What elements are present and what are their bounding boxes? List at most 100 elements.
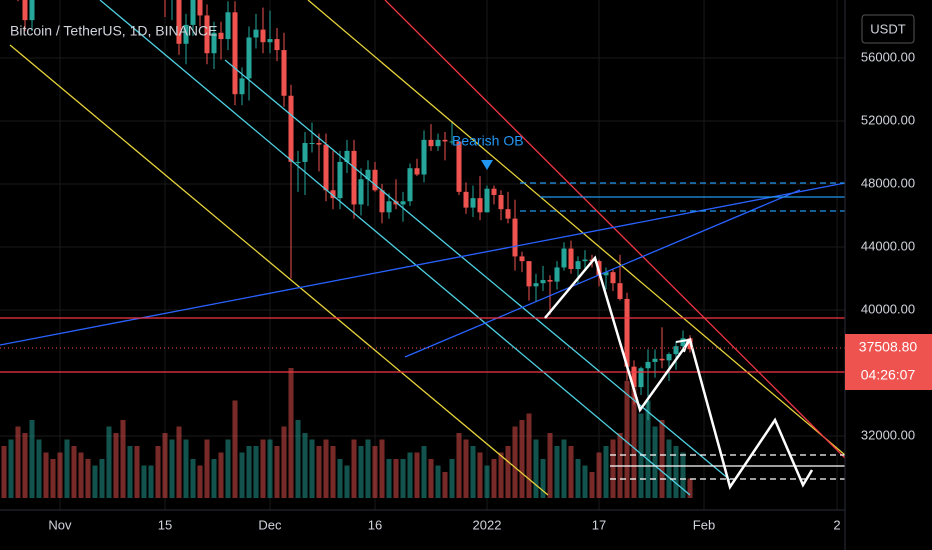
candle-body [645, 361, 651, 369]
candle-body [680, 338, 686, 347]
volume-bar [540, 459, 546, 498]
projection-path [544, 255, 814, 490]
candle-body [204, 15, 210, 54]
candle-body [547, 280, 553, 282]
volume-bar [596, 452, 602, 498]
volume-bar [22, 433, 28, 498]
volume-bar [323, 439, 329, 498]
candle-body [561, 248, 567, 268]
chart-title: Bitcoin / TetherUS, 1D, BINANCE [10, 23, 217, 39]
candle-body [365, 169, 371, 180]
volume-bar [442, 472, 448, 498]
volume-bar [533, 439, 539, 498]
channel-line [99, 0, 691, 496]
candle-body [330, 190, 336, 199]
candle-body [498, 194, 504, 210]
x-tick-label: 16 [368, 517, 382, 532]
currency-box[interactable] [861, 14, 915, 44]
volume-bar [120, 420, 126, 498]
candle-body [484, 188, 490, 213]
currency-label[interactable]: USDT [870, 21, 905, 36]
volume-bar [148, 465, 154, 498]
volume-bar [225, 439, 231, 498]
volume-bar [582, 465, 588, 498]
candle-body [211, 32, 217, 54]
volume-bar [477, 452, 483, 498]
candle-body [386, 201, 392, 213]
volume-bar [141, 465, 147, 498]
candle-body [421, 139, 427, 175]
volume-bar [288, 368, 294, 498]
volume-bar [512, 426, 518, 498]
volume-bar [106, 426, 112, 498]
volume-bar [267, 439, 273, 498]
candle-body [183, 24, 189, 44]
trend-line [404, 189, 801, 358]
volume-bar [113, 433, 119, 498]
y-tick-label: 44000.00 [861, 238, 915, 253]
volume-bar [176, 426, 182, 498]
x-tick-label: 17 [592, 517, 606, 532]
volume-bar [183, 439, 189, 498]
volume-bar [99, 459, 105, 498]
volume-bar [15, 426, 21, 498]
volume-bar [687, 478, 693, 498]
x-tick-label: Dec [258, 517, 282, 532]
volume-bar [638, 413, 644, 498]
volume-bar [134, 446, 140, 498]
candle-body [323, 144, 329, 191]
candle-body [554, 267, 560, 282]
candle-body [274, 39, 280, 51]
candle-body [505, 209, 511, 219]
volume-bar [64, 439, 70, 498]
candle-body [449, 141, 455, 143]
volume-bar [211, 459, 217, 498]
candle-body [407, 168, 413, 202]
volume-bar [36, 439, 42, 498]
channel-line [9, 44, 549, 496]
volume-bar [281, 426, 287, 498]
volume-bar [358, 446, 364, 498]
candle-body [673, 346, 679, 355]
volume-bar [491, 459, 497, 498]
arrow-marker [481, 160, 493, 170]
candle-body [631, 366, 637, 388]
volume-bar [470, 446, 476, 498]
volume-bar [463, 439, 469, 498]
candle-body [344, 150, 350, 162]
volume-bar [484, 465, 490, 498]
volume-bar [505, 446, 511, 498]
volume-bar [316, 446, 322, 498]
volume-bar [561, 439, 567, 498]
arrow-head [675, 338, 690, 353]
candle-body [442, 139, 448, 142]
candle-body [568, 248, 574, 270]
candle-body [582, 259, 588, 262]
candle-body [295, 161, 301, 163]
volume-bar [351, 439, 357, 498]
volume-bar [295, 420, 301, 498]
candle-body [435, 139, 441, 147]
y-tick-label: 32000.00 [861, 427, 915, 442]
drawings [0, 0, 845, 496]
candle-body [302, 143, 308, 162]
volume-bar [169, 439, 175, 498]
candle-body [281, 50, 287, 96]
y-tick-label: 52000.00 [861, 112, 915, 127]
candle-body [603, 272, 609, 276]
candle-body [477, 198, 483, 213]
volume-bar [435, 465, 441, 498]
candle-body [512, 218, 518, 257]
volume-bar [162, 433, 168, 498]
y-tick-label: 56000.00 [861, 49, 915, 64]
candle-body [610, 272, 616, 284]
candle-body [379, 190, 385, 213]
volume-bar [575, 459, 581, 498]
volume-bar [8, 439, 14, 498]
volume-bar [526, 413, 532, 498]
candle-body [267, 39, 273, 43]
volume-bar [239, 452, 245, 498]
volume-bar [568, 446, 574, 498]
volume-bar [414, 452, 420, 498]
